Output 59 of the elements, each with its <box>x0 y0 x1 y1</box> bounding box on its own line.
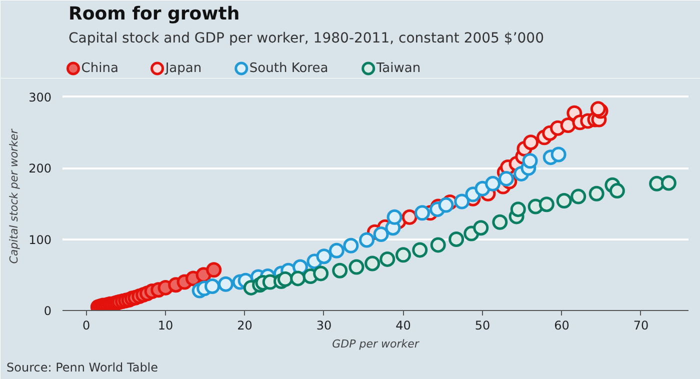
point <box>510 202 526 218</box>
x-tick-label: 70 <box>633 318 649 332</box>
chart-subtitle: Capital stock and GDP per worker, 1980-2011, constant 2005 $’000 <box>68 30 544 46</box>
y-tick-label: 100 <box>28 232 52 247</box>
point <box>218 276 234 292</box>
point <box>523 134 539 150</box>
point <box>550 146 566 162</box>
point <box>328 242 344 258</box>
point <box>380 251 396 267</box>
point <box>609 183 625 199</box>
point <box>290 270 306 286</box>
source-note: Source: Penn World Table <box>6 360 158 374</box>
y-tick-label: 200 <box>28 162 52 176</box>
point <box>522 153 538 169</box>
y-axis-title: Capital stock per worker <box>8 128 21 264</box>
chart-title: Room for growth <box>68 4 240 24</box>
point <box>364 256 380 272</box>
x-tick-label: 30 <box>316 318 332 332</box>
point <box>660 175 676 191</box>
legend-label: China <box>81 61 118 76</box>
point <box>206 262 222 278</box>
point <box>473 220 489 236</box>
point <box>332 262 348 278</box>
point <box>204 278 220 294</box>
point <box>386 209 402 225</box>
point <box>395 247 411 263</box>
point <box>402 209 418 225</box>
x-tick-label: 10 <box>158 318 174 332</box>
x-axis-title: GDP per worker <box>332 338 420 350</box>
point <box>313 266 329 282</box>
point <box>430 237 446 253</box>
point <box>414 205 430 221</box>
point <box>485 176 501 192</box>
legend-label: South Korea <box>249 61 328 76</box>
y-tick-label: 300 <box>28 90 52 104</box>
x-tick-label: 50 <box>474 318 490 332</box>
x-tick-label: 60 <box>554 318 570 332</box>
point <box>277 271 293 287</box>
point <box>343 238 359 254</box>
point <box>538 196 554 212</box>
x-tick-label: 20 <box>237 318 252 332</box>
point <box>492 214 508 230</box>
point <box>359 232 375 248</box>
point <box>316 248 332 264</box>
legend-label: Taiwan <box>375 61 421 76</box>
point <box>448 232 464 247</box>
point <box>373 226 389 242</box>
legend-label: Japan <box>164 61 202 76</box>
point <box>588 186 604 202</box>
point <box>438 197 454 213</box>
point <box>454 194 470 210</box>
point <box>556 193 572 209</box>
point <box>498 170 514 186</box>
point <box>348 259 364 275</box>
x-tick-label: 0 <box>82 318 90 332</box>
y-tick-label: 0 <box>44 304 52 318</box>
point <box>570 188 586 204</box>
x-tick-label: 40 <box>396 318 411 332</box>
point <box>412 242 428 258</box>
